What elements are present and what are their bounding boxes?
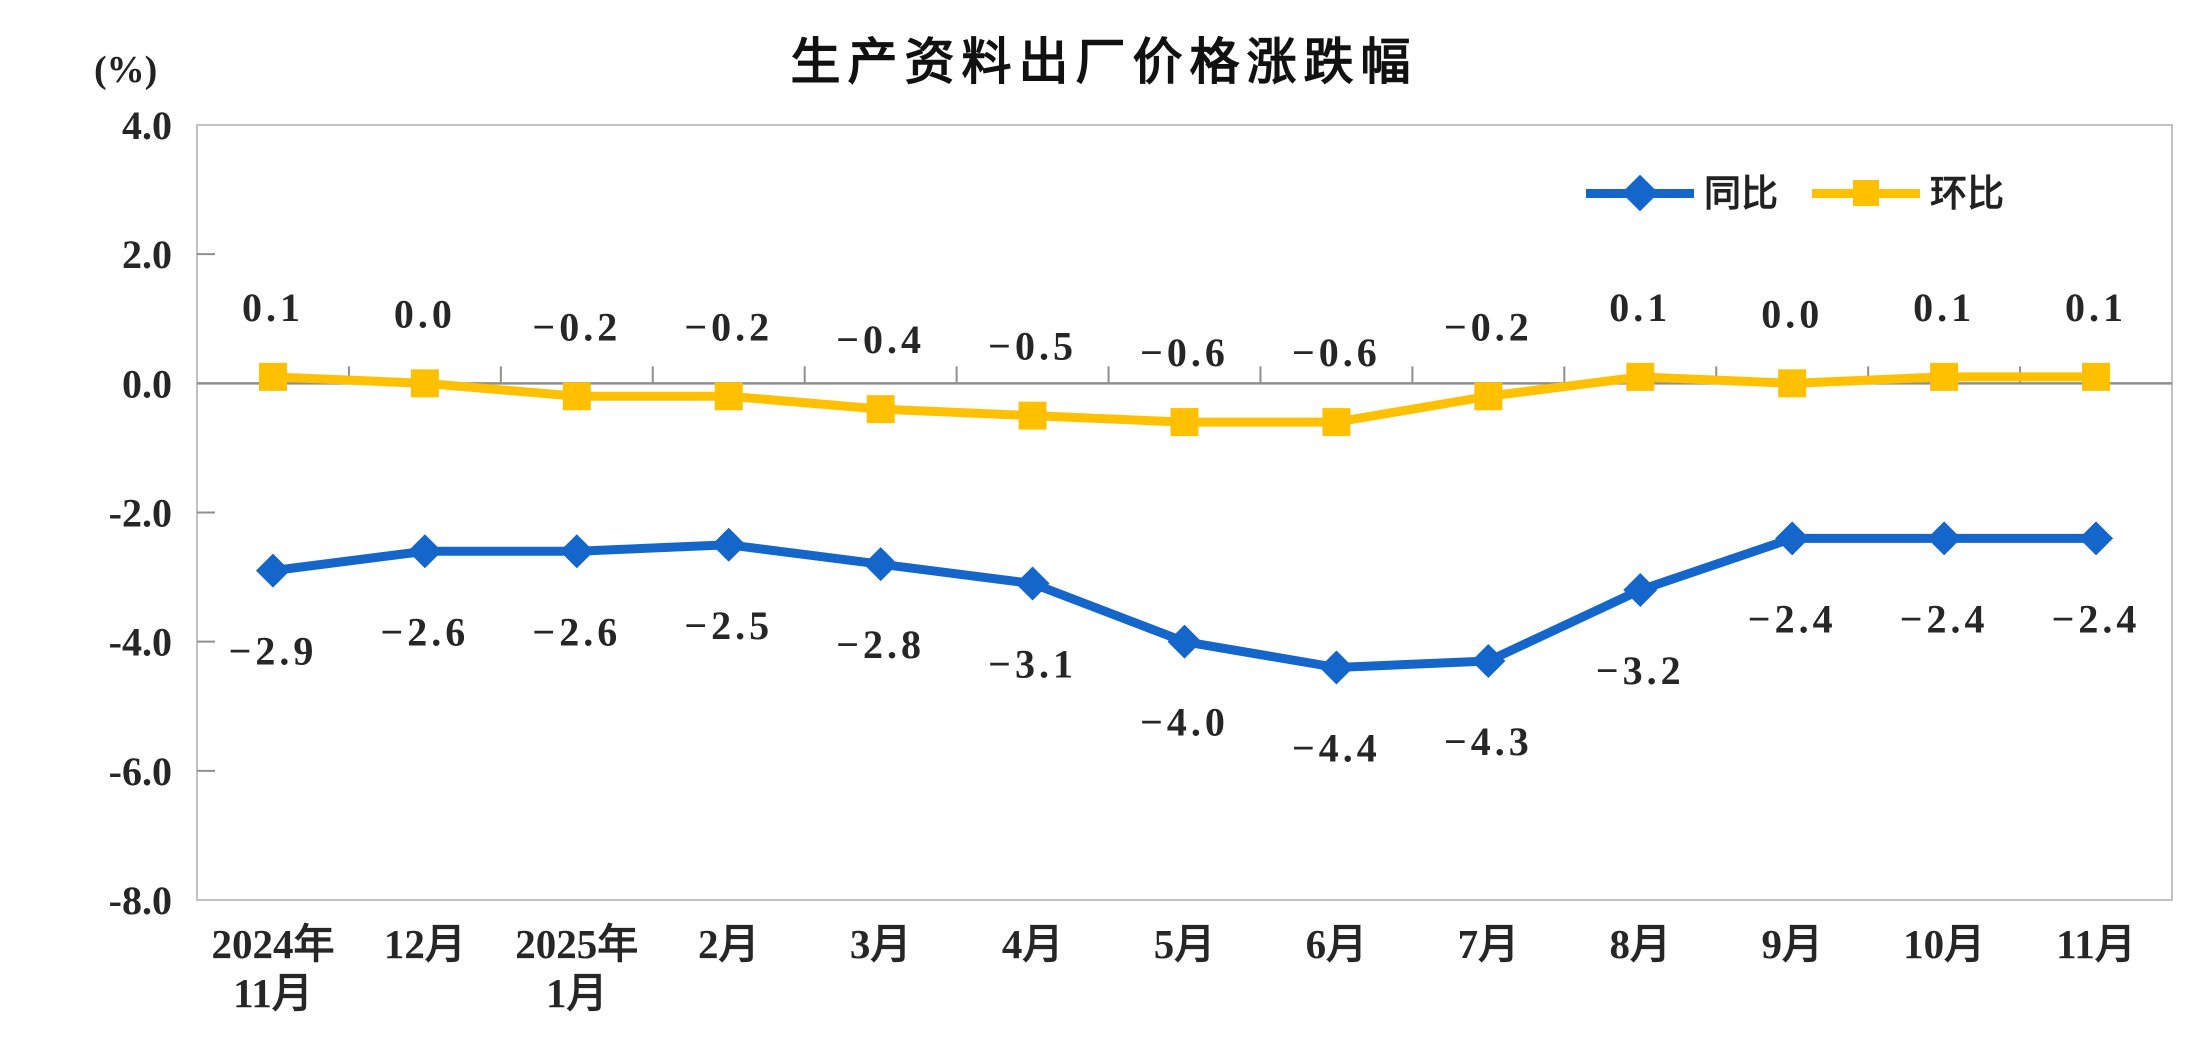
data-label: −4.0 xyxy=(1140,700,1229,745)
data-label: −0.2 xyxy=(1444,304,1533,349)
data-label: −2.4 xyxy=(1748,596,1837,641)
data-label: −2.6 xyxy=(532,609,621,654)
legend-item-yoy: 同比 xyxy=(1586,172,1778,214)
data-point-marker-square xyxy=(1626,362,1655,391)
data-label: 0.1 xyxy=(1609,285,1671,330)
y-tick-label: 4.0 xyxy=(122,103,172,148)
diamond-marker-icon xyxy=(1621,174,1659,212)
y-tick-label: -6.0 xyxy=(109,749,172,794)
data-point-marker-diamond xyxy=(1623,573,1658,607)
data-label: −2.4 xyxy=(1900,596,1989,641)
data-label: −2.8 xyxy=(836,622,925,667)
data-point-marker-square xyxy=(1930,362,1959,391)
plot-border xyxy=(196,124,2173,901)
x-tick-label: 12月 xyxy=(384,921,466,967)
x-tick-label: 11月 xyxy=(233,970,313,1016)
chart-title: 生产资料出厂价格涨跌幅 xyxy=(790,34,1418,90)
data-point-marker-square xyxy=(562,382,591,411)
data-label: −0.4 xyxy=(836,317,925,362)
x-tick-label: 2024年 xyxy=(211,921,334,967)
data-point-marker-square xyxy=(1170,408,1199,437)
data-label: −3.1 xyxy=(988,642,1077,687)
data-point-marker-diamond xyxy=(711,527,746,562)
data-label: 0.1 xyxy=(2065,285,2127,330)
x-tick-label: 11月 xyxy=(2056,921,2136,967)
y-tick-label: -2.0 xyxy=(109,491,172,536)
data-point-marker-diamond xyxy=(255,553,290,588)
y-tick-label: -8.0 xyxy=(109,878,172,923)
x-tick-label: 2025年 xyxy=(515,921,638,967)
data-point-marker-square xyxy=(1778,369,1807,398)
data-point-marker-diamond xyxy=(1927,521,1962,556)
data-point-marker-square xyxy=(2082,362,2111,391)
y-tick-label: 2.0 xyxy=(122,232,172,277)
data-label: −2.4 xyxy=(2052,596,2141,641)
x-tick-label: 1月 xyxy=(546,970,608,1016)
legend-label-yoy: 同比 xyxy=(1704,172,1778,214)
data-label: 0.0 xyxy=(1761,291,1823,336)
data-label: −0.6 xyxy=(1140,330,1229,375)
data-point-marker-square xyxy=(410,369,439,398)
data-point-marker-diamond xyxy=(1319,650,1354,685)
data-label: 0.1 xyxy=(242,285,304,330)
data-point-marker-square xyxy=(866,395,895,424)
data-label: −0.2 xyxy=(684,304,773,349)
x-tick-label: 7月 xyxy=(1458,921,1520,967)
data-point-marker-diamond xyxy=(1471,644,1506,679)
legend-item-mom: 环比 xyxy=(1812,172,2004,214)
data-label: −2.9 xyxy=(229,629,318,674)
data-point-marker-square xyxy=(258,362,287,391)
data-point-marker-diamond xyxy=(2079,521,2114,556)
data-point-marker-diamond xyxy=(863,547,898,582)
data-label: 0.0 xyxy=(394,291,456,336)
legend: 同比 环比 xyxy=(1586,170,2004,216)
data-point-marker-square xyxy=(1474,382,1503,411)
x-tick-label: 10月 xyxy=(1903,921,1985,967)
x-tick-label: 8月 xyxy=(1610,921,1672,967)
data-label: −0.5 xyxy=(988,324,1077,369)
data-point-marker-square xyxy=(1018,401,1047,430)
data-point-marker-diamond xyxy=(407,534,442,569)
line-diamond-marker-icon xyxy=(1586,172,1694,214)
data-label: −2.6 xyxy=(380,609,469,654)
x-tick-label: 5月 xyxy=(1154,921,1216,967)
data-label: −2.5 xyxy=(684,603,773,648)
data-point-marker-diamond xyxy=(1775,521,1810,556)
data-point-marker-diamond xyxy=(559,534,594,569)
data-label: −4.3 xyxy=(1444,719,1533,764)
y-tick-label: 0.0 xyxy=(122,361,172,406)
data-label: 0.1 xyxy=(1913,285,1975,330)
data-label: −0.6 xyxy=(1292,330,1381,375)
data-point-marker-diamond xyxy=(1167,624,1202,659)
line-square-marker-icon xyxy=(1812,172,1920,214)
y-axis-unit-label: (%) xyxy=(94,49,158,91)
x-tick-label: 6月 xyxy=(1306,921,1368,967)
legend-label-mom: 环比 xyxy=(1930,172,2004,214)
data-point-marker-square xyxy=(1322,408,1351,437)
x-tick-label: 3月 xyxy=(850,921,912,967)
x-tick-label: 4月 xyxy=(1002,921,1064,967)
x-tick-label: 2月 xyxy=(698,921,760,967)
data-label: −0.2 xyxy=(532,304,621,349)
x-tick-label: 9月 xyxy=(1761,921,1823,967)
data-label: −4.4 xyxy=(1292,726,1381,771)
data-label: −3.2 xyxy=(1596,648,1685,693)
square-marker-icon xyxy=(1853,180,1879,206)
data-point-marker-diamond xyxy=(1015,566,1050,601)
y-tick-label: -4.0 xyxy=(109,620,172,665)
data-point-marker-square xyxy=(714,382,743,411)
